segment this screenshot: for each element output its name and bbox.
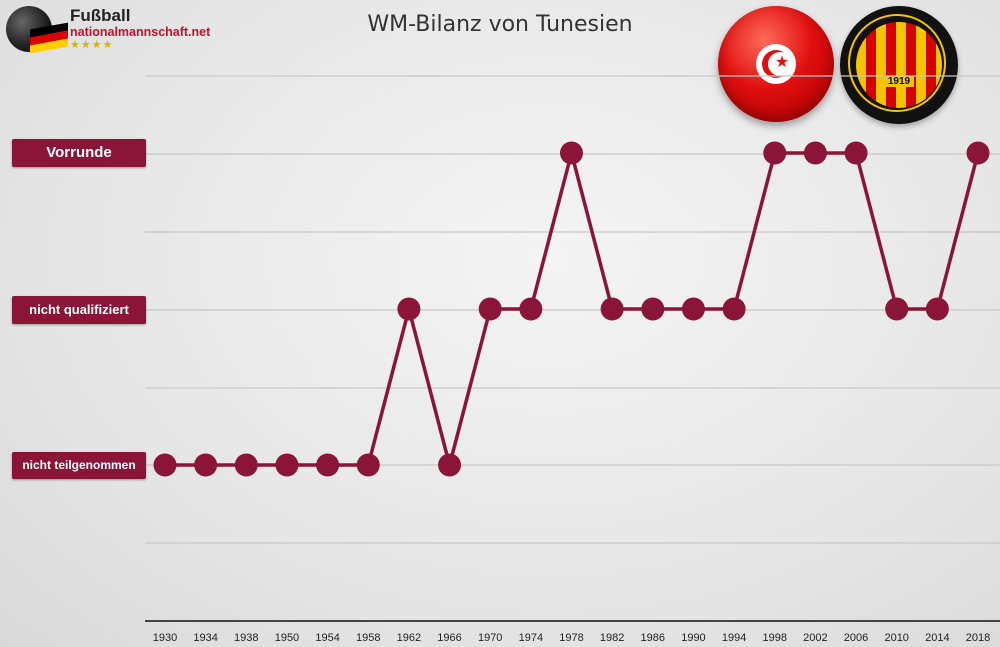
data-point: [681, 297, 705, 321]
club-logo-year: 1919: [883, 76, 915, 87]
x-tick-label: 2010: [884, 632, 908, 644]
club-logo-icon: 1919: [840, 6, 958, 124]
chart-title: WM-Bilanz von Tunesien: [367, 12, 633, 37]
y-category-label-nicht-qualifiziert: nicht qualifiziert: [12, 296, 146, 324]
x-tick-label: 1950: [275, 632, 299, 644]
y-category-label-nicht-teilgenommen: nicht teilgenommen: [12, 452, 146, 479]
data-point: [478, 297, 502, 321]
data-point: [600, 297, 624, 321]
x-tick-label: 1958: [356, 632, 380, 644]
tunisia-flag-icon: ★: [718, 6, 834, 122]
x-tick-label: 1962: [397, 632, 421, 644]
x-tick-label: 2002: [803, 632, 827, 644]
site-name-line1: Fußball: [70, 6, 131, 25]
data-point: [803, 141, 827, 165]
series-line: [165, 146, 980, 472]
x-tick-label: 1986: [641, 632, 665, 644]
y-category-label-vorrunde: Vorrunde: [12, 139, 146, 167]
site-name-line2: nationalmannschaft.net: [70, 25, 211, 39]
x-tick-label: 2014: [925, 632, 949, 644]
data-point: [519, 297, 543, 321]
data-point: [153, 453, 177, 477]
data-point: [641, 297, 665, 321]
data-point: [438, 453, 462, 477]
x-tick-label: 1990: [681, 632, 705, 644]
data-point: [925, 297, 949, 321]
data-point: [316, 453, 340, 477]
x-tick-label: 2018: [966, 632, 990, 644]
x-tick-label: 1978: [559, 632, 583, 644]
data-point: [234, 453, 258, 477]
x-tick-label: 2006: [844, 632, 868, 644]
data-point: [885, 297, 909, 321]
x-tick-label: 1998: [763, 632, 787, 644]
x-tick-label: 1934: [193, 632, 217, 644]
x-tick-label: 1938: [234, 632, 258, 644]
data-point: [844, 141, 868, 165]
x-tick-label: 1930: [153, 632, 177, 644]
x-tick-label: 1954: [315, 632, 339, 644]
data-point: [275, 453, 299, 477]
data-point: [966, 141, 990, 165]
x-tick-label: 1970: [478, 632, 502, 644]
data-point: [397, 297, 421, 321]
site-stars: ★★★★: [70, 39, 114, 51]
x-tick-label: 1994: [722, 632, 746, 644]
data-point: [763, 141, 787, 165]
data-point: [356, 453, 380, 477]
x-tick-label: 1974: [519, 632, 543, 644]
site-logo[interactable]: Fußball nationalmannschaft.net ★★★★: [4, 4, 210, 56]
data-point: [194, 453, 218, 477]
x-tick-label: 1966: [437, 632, 461, 644]
x-tick-label: 1982: [600, 632, 624, 644]
data-point: [560, 141, 583, 165]
data-point: [722, 297, 746, 321]
